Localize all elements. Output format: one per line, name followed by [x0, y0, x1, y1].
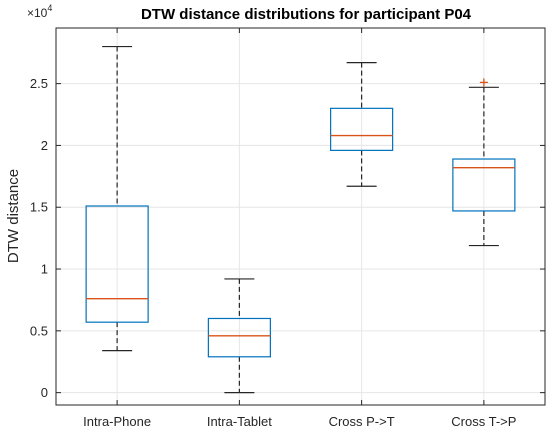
y-tick-label: 1 — [41, 262, 48, 277]
axis-layer: 0 0.5 1 1.5 2 2.5 Intra-Phone Intra-Tablet Cross… — [30, 27, 546, 429]
x-tick-label: Cross T->P — [451, 414, 516, 429]
axes-frame — [55, 27, 546, 406]
x-tick-label: Cross P->T — [329, 414, 395, 429]
y-tick-label: 0.5 — [30, 323, 48, 338]
box-group-intra-tablet — [207, 278, 271, 394]
box-group-cross-p-t — [330, 62, 394, 187]
x-tick-label: Intra-Tablet — [207, 414, 272, 429]
y-axis-exponent: ×104 — [27, 3, 52, 20]
x-tick-label: Intra-Phone — [83, 414, 151, 429]
box-group-cross-t-p — [452, 78, 516, 247]
box-iqr — [452, 158, 516, 212]
y-tick-label: 2 — [41, 138, 48, 153]
box-iqr — [207, 317, 271, 358]
box-group-intra-phone — [85, 45, 149, 352]
y-tick-label: 0 — [41, 385, 48, 400]
y-axis-label: DTW distance — [5, 169, 22, 263]
y-tick-label: 2.5 — [30, 76, 48, 91]
plot-layer — [85, 45, 516, 394]
box-iqr — [330, 107, 394, 151]
box-iqr — [85, 205, 149, 323]
plot-area-background — [56, 28, 545, 405]
chart-title: DTW distance distributions for participa… — [141, 6, 472, 23]
y-axis-exponent-power: 4 — [47, 3, 52, 13]
y-axis-exponent-base: ×10 — [27, 6, 48, 20]
y-tick-label: 1.5 — [30, 200, 48, 215]
grid-layer — [56, 28, 545, 405]
